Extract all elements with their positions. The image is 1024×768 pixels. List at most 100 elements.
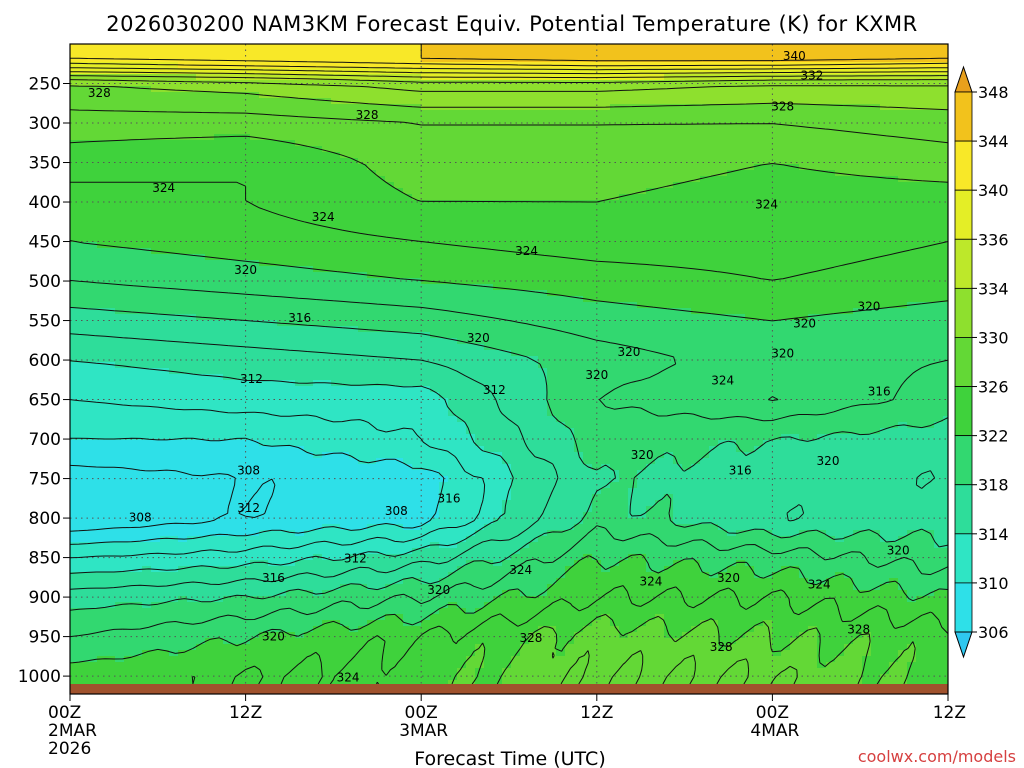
field-cell — [304, 644, 314, 651]
field-cell — [448, 230, 458, 237]
field-cell — [124, 296, 134, 303]
field-cell — [79, 668, 89, 675]
field-cell — [268, 152, 278, 159]
field-cell — [457, 410, 467, 417]
field-cell — [358, 212, 368, 219]
field-cell — [133, 404, 143, 411]
field-cell — [385, 584, 395, 591]
field-cell — [223, 320, 233, 327]
field-cell — [151, 218, 161, 225]
field-cell — [133, 356, 143, 363]
field-cell — [268, 566, 278, 573]
field-cell — [124, 140, 134, 147]
field-cell — [466, 326, 476, 333]
field-cell — [124, 368, 134, 375]
field-cell — [313, 188, 323, 195]
field-cell — [466, 650, 476, 657]
field-cell — [484, 464, 494, 471]
field-cell — [97, 182, 107, 189]
field-cell — [430, 656, 440, 663]
field-cell — [313, 614, 323, 621]
field-cell — [97, 650, 107, 657]
field-cell — [223, 314, 233, 321]
field-cell — [286, 152, 296, 159]
field-cell — [475, 338, 485, 345]
field-cell — [169, 380, 179, 387]
field-cell — [475, 176, 485, 183]
field-cell — [196, 368, 206, 375]
field-cell — [421, 356, 431, 363]
field-cell — [160, 506, 170, 513]
field-cell — [304, 374, 314, 381]
field-cell — [115, 260, 125, 267]
field-cell — [232, 326, 242, 333]
field-cell — [376, 284, 386, 291]
field-cell — [241, 440, 251, 447]
field-cell — [169, 68, 179, 75]
field-cell — [376, 494, 386, 501]
field-cell — [214, 398, 224, 405]
field-cell — [466, 566, 476, 573]
field-cell — [367, 230, 377, 237]
field-cell — [88, 200, 98, 207]
field-cell — [430, 146, 440, 153]
field-cell — [286, 296, 296, 303]
field-cell — [331, 452, 341, 459]
field-cell — [250, 470, 260, 477]
field-cell — [448, 224, 458, 231]
field-cell — [214, 536, 224, 543]
field-cell — [331, 410, 341, 417]
field-cell — [385, 620, 395, 627]
field-cell — [457, 176, 467, 183]
field-cell — [223, 188, 233, 195]
field-cell — [187, 272, 197, 279]
field-cell — [196, 80, 206, 87]
field-cell — [349, 314, 359, 321]
field-cell — [412, 146, 422, 153]
field-cell — [412, 62, 422, 69]
field-cell — [403, 284, 413, 291]
field-cell — [196, 410, 206, 417]
field-cell — [223, 392, 233, 399]
field-cell — [466, 368, 476, 375]
field-cell — [268, 260, 278, 267]
field-cell — [457, 344, 467, 351]
field-cell — [403, 440, 413, 447]
field-cell — [196, 458, 206, 465]
field-cell — [196, 578, 206, 585]
field-cell — [124, 344, 134, 351]
field-cell — [268, 314, 278, 321]
field-cell — [250, 434, 260, 441]
field-cell — [421, 350, 431, 357]
field-cell — [268, 278, 278, 285]
field-cell — [205, 176, 215, 183]
field-cell — [448, 506, 458, 513]
field-cell — [241, 290, 251, 297]
field-cell — [394, 464, 404, 471]
field-cell — [79, 638, 89, 645]
field-cell — [304, 128, 314, 135]
field-cell — [376, 362, 386, 369]
field-cell — [97, 602, 107, 609]
field-cell — [142, 608, 152, 615]
field-cell — [331, 416, 341, 423]
field-cell — [430, 254, 440, 261]
field-cell — [232, 296, 242, 303]
field-cell — [241, 236, 251, 243]
field-cell — [313, 140, 323, 147]
field-cell — [187, 326, 197, 333]
field-cell — [151, 662, 161, 669]
field-cell — [268, 302, 278, 309]
field-cell — [448, 332, 458, 339]
field-cell — [322, 458, 332, 465]
field-cell — [97, 104, 107, 111]
field-cell — [295, 494, 305, 501]
field-cell — [223, 500, 233, 507]
field-cell — [133, 662, 143, 669]
field-cell — [250, 164, 260, 171]
field-cell — [178, 656, 188, 663]
field-cell — [304, 302, 314, 309]
field-cell — [421, 494, 431, 501]
field-cell — [295, 452, 305, 459]
field-cell — [124, 206, 134, 213]
